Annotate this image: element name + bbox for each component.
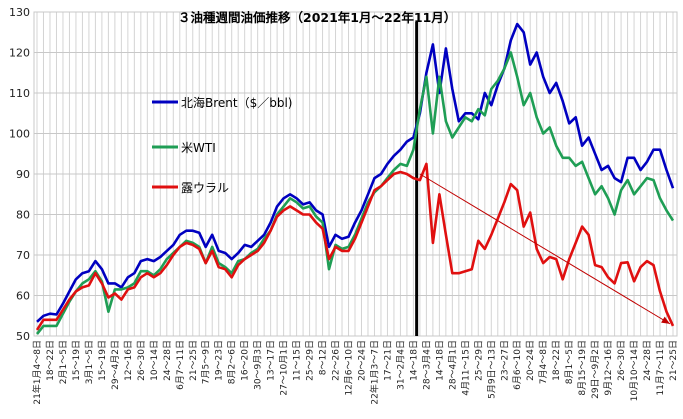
series-lines: [35, 22, 675, 336]
x-tick-label: 21～25日: [668, 340, 679, 381]
grid: [33, 11, 678, 337]
x-tick-label: 29日～9月2日: [590, 340, 601, 399]
x-tick-label: 24～28日: [642, 340, 653, 381]
legend-label: 露ウラル: [181, 181, 229, 195]
legend: 北海Brent（$／bbl) 米WTI 露ウラル: [152, 95, 292, 195]
x-tick-label: 21～25日: [188, 340, 199, 381]
series-line: [36, 22, 675, 323]
x-tick-label: 20～24日: [525, 340, 536, 381]
x-tick-label: 31～2月4日: [395, 340, 406, 390]
x-tick-label: 14～18日: [434, 340, 445, 381]
x-tick-label: 8～12日: [318, 340, 329, 375]
x-tick-label: 11～15日: [292, 340, 303, 381]
y-tick-label: 80: [16, 209, 30, 222]
y-tick-label: 70: [16, 249, 30, 262]
x-tick-label: 9月12～16日: [603, 340, 614, 396]
x-tick-label: 30～9月3日: [253, 340, 264, 390]
legend-label: 北海Brent（$／bbl): [181, 95, 292, 110]
x-tick-label: 18～22日: [45, 340, 56, 381]
x-tick-label: 22～26日: [331, 340, 342, 381]
x-tick-label: 7月4～8日: [538, 340, 549, 384]
x-tick-label: 20～24日: [356, 340, 367, 381]
x-tick-label: 16～20日: [240, 340, 251, 381]
x-tick-label: 21年1月4～8日: [31, 340, 43, 405]
x-tick-label: 23～27日: [499, 340, 510, 381]
series-line: [35, 51, 675, 335]
x-tick-label: 17～21日: [382, 340, 393, 381]
x-tick-label: 29～4月2日: [110, 340, 121, 390]
x-tick-label: 10月10～14日: [629, 340, 640, 401]
x-tick-label: 19～23日: [214, 340, 225, 381]
x-tick-label: 22年1月3～7日: [368, 340, 380, 405]
y-tick-label: 60: [16, 290, 30, 303]
x-tick-label: 7月5～9日: [201, 340, 212, 384]
legend-label: 米WTI: [181, 141, 216, 155]
x-tick-label: 15～19日: [97, 340, 108, 381]
x-tick-label: 14～18日: [408, 340, 419, 381]
x-axis-ticks: 21年1月4～8日 18～22日 2月1～5日 15～19日 3月1～5日 15～19日 2…: [31, 340, 679, 405]
x-tick-label: 18～22日: [551, 340, 562, 381]
x-tick-label: 24～28日: [162, 340, 173, 381]
y-axis-ticks: 50 60 70 80 90 100 110 120 130: [9, 6, 30, 343]
x-tick-label: 8月1～5日: [564, 340, 575, 384]
x-tick-label: 25～29日: [473, 340, 484, 381]
x-tick-label: 8月2～6日: [227, 340, 238, 384]
x-tick-label: 8月15～19日: [577, 340, 588, 396]
y-tick-label: 130: [9, 6, 30, 19]
x-tick-label: 6月7～11日: [175, 340, 186, 390]
x-tick-label: 5月9日～13日: [486, 340, 497, 399]
x-tick-label: 26～30日: [136, 340, 147, 381]
x-tick-label: 25～29日: [305, 340, 316, 381]
x-tick-label: 6月6～10日: [512, 340, 523, 390]
y-tick-label: 50: [16, 330, 30, 343]
x-tick-label: 27～10月1日: [279, 340, 290, 396]
x-tick-label: 28～4月1日: [447, 340, 458, 390]
x-tick-label: 4月11～15日: [460, 340, 471, 396]
x-tick-label: 28～3月4日: [421, 340, 432, 390]
y-tick-label: 110: [9, 87, 30, 100]
x-tick-label: 2月1～5日: [58, 340, 69, 384]
chart-title: ３油種週間油価推移（2021年1月～22年11月）: [178, 10, 456, 25]
trend-arrow-head: [661, 316, 670, 324]
x-tick-label: 12～16日: [123, 340, 134, 381]
y-tick-label: 120: [9, 47, 30, 60]
x-tick-label: 12月6～10日: [344, 340, 355, 396]
x-tick-label: 15～19日: [71, 340, 82, 381]
y-tick-label: 90: [16, 168, 30, 181]
series-line: [35, 162, 675, 331]
x-tick-label: 11月7～11日: [655, 340, 666, 396]
x-tick-label: 10～14日: [149, 340, 160, 381]
x-tick-label: 13～17日: [266, 340, 277, 381]
trend-arrow-line: [419, 173, 671, 325]
y-tick-label: 100: [9, 128, 30, 141]
x-tick-label: 26～30日: [616, 340, 627, 381]
x-tick-label: 3月1～5日: [84, 340, 95, 384]
